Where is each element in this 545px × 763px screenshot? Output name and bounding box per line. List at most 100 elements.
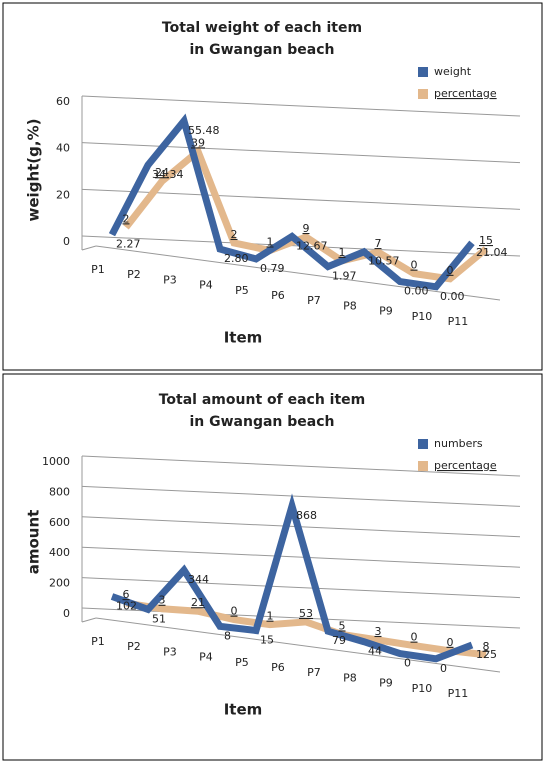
y-axis-label: amount <box>25 510 43 575</box>
grid-line <box>81 95 521 117</box>
data-label: 15 <box>260 634 274 647</box>
x-tick-label: P8 <box>343 299 357 312</box>
panel-frame <box>2 2 543 371</box>
x-tick-label: P6 <box>271 661 285 674</box>
y-tick-label: 40 <box>56 142 70 155</box>
data-label: 2.80 <box>224 252 249 265</box>
x-axis-label: Item <box>224 701 263 719</box>
y-tick-label: 0 <box>63 607 70 620</box>
data-label: 0 <box>231 605 238 618</box>
data-label: 34.34 <box>152 168 184 181</box>
series-line <box>108 113 475 291</box>
x-tick-label: P11 <box>448 687 469 700</box>
data-label: 6 <box>123 588 130 601</box>
y-axis-label: weight(g,%) <box>25 119 43 222</box>
data-label: 2 <box>231 228 238 241</box>
data-label: 0.00 <box>440 290 465 303</box>
x-tick-label: P5 <box>235 284 249 297</box>
x-tick-label: P10 <box>412 682 433 695</box>
data-label: 3 <box>159 594 166 607</box>
legend-swatch <box>418 461 428 471</box>
floor-edge <box>81 245 97 251</box>
legend-label: numbers <box>434 437 483 450</box>
data-label: 1 <box>267 610 274 623</box>
legend-label: weight <box>434 65 472 78</box>
data-label: 0 <box>447 264 454 277</box>
data-label: 2 <box>123 212 130 225</box>
grid-line <box>81 546 521 568</box>
x-tick-label: P9 <box>379 677 393 690</box>
legend-swatch <box>418 67 428 77</box>
data-label: 51 <box>152 612 166 625</box>
x-tick-label: P6 <box>271 289 285 302</box>
data-label: 5 <box>339 619 346 632</box>
data-label: 0 <box>440 662 447 675</box>
data-label: 125 <box>476 648 497 661</box>
data-label: 1.97 <box>332 270 357 283</box>
data-label: 1 <box>339 246 346 259</box>
data-label: 1 <box>267 235 274 248</box>
y-tick-label: 60 <box>56 95 70 108</box>
data-label: 0 <box>404 657 411 670</box>
data-label: 0.00 <box>404 285 429 298</box>
x-tick-label: P7 <box>307 666 321 679</box>
data-label: 102 <box>116 599 137 612</box>
y-tick-label: 200 <box>49 577 70 590</box>
grid-line <box>81 485 521 507</box>
floor-edge <box>95 245 501 301</box>
data-label: 21 <box>191 596 205 609</box>
grid-line <box>81 142 521 164</box>
x-tick-label: P10 <box>412 310 433 323</box>
data-label: 12.67 <box>296 239 328 252</box>
data-label: 3 <box>375 625 382 638</box>
legend-swatch <box>418 439 428 449</box>
data-label: 9 <box>303 222 310 235</box>
data-label: 15 <box>479 234 493 247</box>
x-tick-label: P4 <box>199 279 213 292</box>
data-label: 868 <box>296 509 317 522</box>
data-label: 21.04 <box>476 246 508 259</box>
x-tick-label: P8 <box>343 671 357 684</box>
x-tick-label: P1 <box>91 263 105 276</box>
data-label: 344 <box>188 573 209 586</box>
data-label: 39 <box>191 136 205 149</box>
x-tick-label: P1 <box>91 635 105 648</box>
data-label: 53 <box>299 607 313 620</box>
data-label: 8 <box>224 629 231 642</box>
data-label: 0 <box>411 259 418 272</box>
legend-label: percentage <box>434 87 497 100</box>
grid-line <box>81 607 521 629</box>
legend-label: percentage <box>434 459 497 472</box>
data-label: 0.79 <box>260 262 285 275</box>
series-line <box>110 493 474 663</box>
grid-line <box>81 577 521 599</box>
data-label: 2.27 <box>116 238 141 251</box>
series-line <box>125 599 487 659</box>
data-label: 44 <box>368 645 382 658</box>
chart-title: Total weight of each item <box>162 20 362 36</box>
chart-title: Total amount of each item <box>159 392 366 408</box>
data-label: 0 <box>411 631 418 644</box>
legend-swatch <box>418 89 428 99</box>
y-tick-label: 800 <box>49 485 70 498</box>
x-tick-label: P3 <box>163 645 177 658</box>
x-tick-label: P2 <box>127 640 141 653</box>
chart-title: in Gwangan beach <box>189 414 334 430</box>
data-label: 79 <box>332 634 346 647</box>
data-label: 10.57 <box>368 255 400 268</box>
data-label: 0 <box>447 636 454 649</box>
data-label: 8 <box>483 640 490 653</box>
x-axis-label: Item <box>224 329 263 347</box>
x-tick-label: P2 <box>127 268 141 281</box>
y-tick-label: 0 <box>63 235 70 248</box>
y-tick-label: 1000 <box>42 455 70 468</box>
series-line <box>123 145 489 283</box>
y-tick-label: 20 <box>56 188 70 201</box>
x-tick-label: P9 <box>379 305 393 318</box>
x-tick-label: P7 <box>307 294 321 307</box>
data-label: 55.48 <box>188 124 220 137</box>
data-label: 7 <box>375 237 382 250</box>
chart-title: in Gwangan beach <box>189 42 334 58</box>
